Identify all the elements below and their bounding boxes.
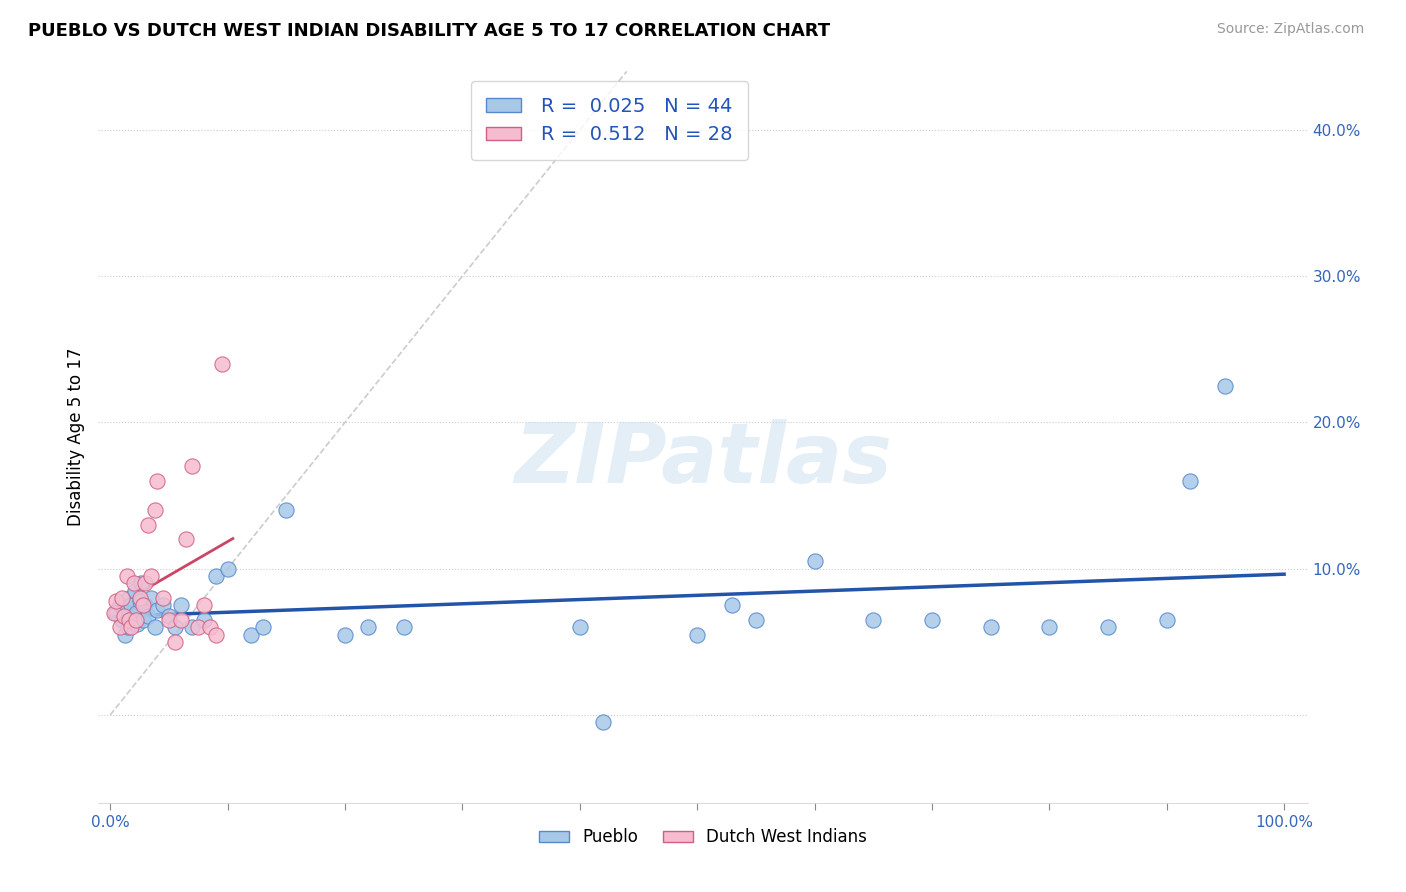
Point <box>745 613 768 627</box>
Point <box>204 569 226 583</box>
Point <box>132 613 155 627</box>
Point <box>980 620 1002 634</box>
Point <box>114 627 136 641</box>
Point <box>240 627 263 641</box>
Point <box>862 613 884 627</box>
Point <box>108 620 131 634</box>
Point <box>146 603 169 617</box>
Point <box>141 591 163 605</box>
Point <box>124 583 146 598</box>
Point <box>118 613 141 627</box>
Point <box>134 599 156 613</box>
Point <box>1180 474 1202 488</box>
Point <box>1097 620 1119 634</box>
Point <box>112 603 135 617</box>
Text: PUEBLO VS DUTCH WEST INDIAN DISABILITY AGE 5 TO 17 CORRELATION CHART: PUEBLO VS DUTCH WEST INDIAN DISABILITY A… <box>28 22 831 40</box>
Point <box>568 620 591 634</box>
Point <box>122 576 145 591</box>
Point <box>211 357 233 371</box>
Point <box>721 599 744 613</box>
Point <box>125 606 148 620</box>
Point <box>204 627 226 641</box>
Point <box>1215 379 1237 393</box>
Legend: Pueblo, Dutch West Indians: Pueblo, Dutch West Indians <box>531 822 875 853</box>
Point <box>136 517 159 532</box>
Point <box>252 620 274 634</box>
Point <box>169 613 191 627</box>
Point <box>120 620 142 634</box>
Text: ZIPatlas: ZIPatlas <box>515 418 891 500</box>
Point <box>146 474 169 488</box>
Point <box>108 599 131 613</box>
Point <box>163 635 186 649</box>
Point <box>187 620 209 634</box>
Point <box>111 613 134 627</box>
Point <box>181 620 204 634</box>
Point <box>163 620 186 634</box>
Point <box>198 620 221 634</box>
Point <box>118 591 141 605</box>
Point <box>217 562 239 576</box>
Point <box>921 613 943 627</box>
Point <box>105 594 128 608</box>
Point <box>181 459 204 474</box>
Point <box>193 613 215 627</box>
Point <box>1156 613 1178 627</box>
Point <box>152 591 174 605</box>
Point <box>128 591 150 605</box>
Point <box>152 599 174 613</box>
Point <box>592 715 614 730</box>
Point <box>176 533 198 547</box>
Point <box>120 599 142 613</box>
Point <box>1038 620 1060 634</box>
Point <box>157 613 180 627</box>
Point <box>276 503 298 517</box>
Point <box>115 569 138 583</box>
Point <box>125 613 148 627</box>
Point <box>803 554 825 568</box>
Point <box>357 620 380 634</box>
Point <box>132 599 155 613</box>
Point <box>143 503 166 517</box>
Point <box>117 620 139 634</box>
Point <box>193 599 215 613</box>
Point <box>103 606 125 620</box>
Text: Source: ZipAtlas.com: Source: ZipAtlas.com <box>1216 22 1364 37</box>
Point <box>112 608 135 623</box>
Point <box>127 617 149 632</box>
Point <box>105 606 128 620</box>
Point <box>136 608 159 623</box>
Point <box>111 591 134 605</box>
Point <box>128 594 150 608</box>
Point <box>157 608 180 623</box>
Point <box>141 569 163 583</box>
Point <box>169 599 191 613</box>
Point <box>122 608 145 623</box>
Point <box>392 620 415 634</box>
Point <box>129 576 152 591</box>
Point <box>333 627 356 641</box>
Point <box>686 627 709 641</box>
Point <box>134 576 156 591</box>
Y-axis label: Disability Age 5 to 17: Disability Age 5 to 17 <box>66 348 84 526</box>
Point <box>143 620 166 634</box>
